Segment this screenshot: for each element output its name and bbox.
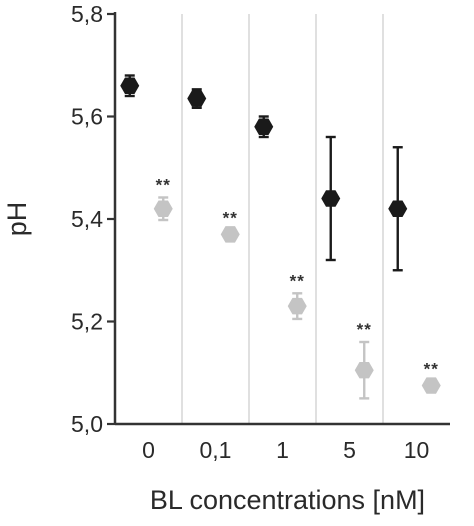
data-point: [287, 297, 307, 315]
data-point: [220, 226, 240, 243]
axis-ticks: 5,0 5,2 5,4 5,6 5,8 0 0,1 1 5 10: [71, 1, 429, 463]
data-point: [120, 77, 140, 94]
category-separators: [181, 14, 384, 424]
y-tick-label: 5,6: [71, 104, 103, 130]
y-tick-label: 5,2: [71, 309, 103, 335]
x-axis-title: BL concentrations [nM]: [150, 485, 425, 515]
data-point: [421, 377, 441, 394]
data-point: [354, 361, 374, 379]
y-tick-label: 5,0: [71, 411, 103, 437]
data-point: [153, 200, 173, 217]
x-tick-label: 10: [404, 437, 430, 463]
significance-marker: **: [424, 359, 439, 378]
data-series: ** ** ** ** **: [120, 74, 441, 400]
data-point: [187, 90, 207, 107]
y-axis-title: pH: [2, 202, 32, 237]
significance-marker: **: [357, 320, 372, 339]
series-2: ** ** ** ** **: [153, 175, 441, 400]
series-1: [120, 74, 408, 272]
x-tick-label: 5: [343, 437, 356, 463]
y-tick-label: 5,8: [71, 1, 103, 27]
significance-marker: **: [156, 175, 171, 194]
data-point: [321, 190, 341, 207]
data-point: [388, 200, 408, 217]
x-tick-label: 0,1: [200, 437, 232, 463]
significance-marker: **: [290, 271, 305, 290]
data-point: [254, 118, 274, 135]
y-tick-label: 5,4: [71, 206, 103, 232]
x-tick-label: 0: [142, 437, 155, 463]
x-tick-label: 1: [276, 437, 289, 463]
significance-marker: **: [223, 208, 238, 227]
axes: [113, 12, 450, 426]
